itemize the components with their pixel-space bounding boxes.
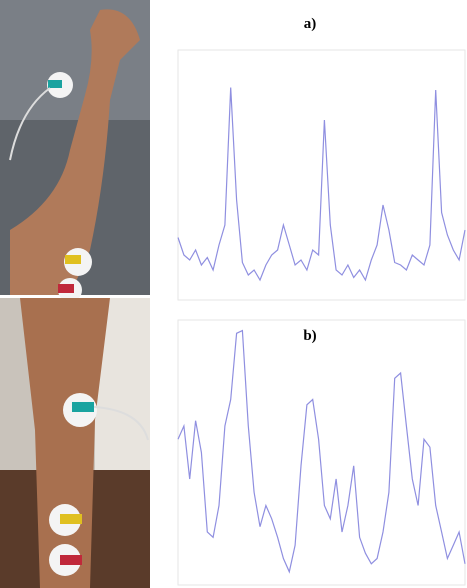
photo-b <box>0 298 150 588</box>
signal-line <box>177 87 466 282</box>
panel-label: b) <box>303 328 316 344</box>
panel-label: a) <box>304 16 317 32</box>
signal-line <box>177 329 466 574</box>
plot-area <box>177 319 466 586</box>
photo-a <box>0 0 150 302</box>
plot-area <box>177 49 466 301</box>
